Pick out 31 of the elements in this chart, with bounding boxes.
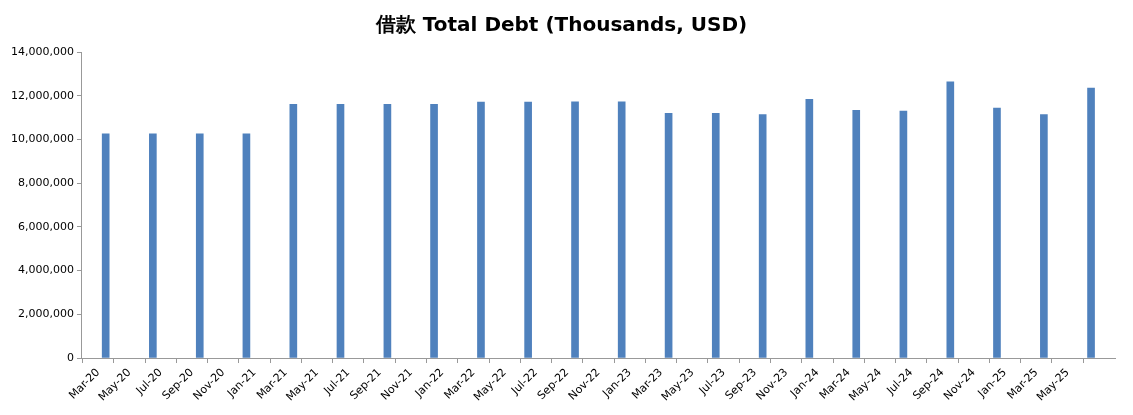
bar [336, 103, 345, 358]
bar [711, 113, 720, 358]
bar [946, 81, 955, 358]
y-tick-label: 8,000,000 [18, 176, 74, 190]
chart-title: 借款 Total Debt (Thousands, USD) [374, 12, 748, 37]
bar [1040, 114, 1048, 358]
bar [195, 133, 204, 358]
bar [477, 101, 485, 358]
y-tick-label: 6,000,000 [18, 219, 74, 233]
y-tick-label: 2,000,000 [18, 307, 74, 321]
bar [758, 114, 767, 358]
bar [289, 103, 298, 358]
bar [571, 101, 579, 358]
bar [242, 133, 251, 358]
y-tick-label: 14,000,000 [11, 44, 74, 58]
y-tick-label: 4,000,000 [18, 263, 74, 277]
bar [149, 133, 157, 358]
y-tick-label: 12,000,000 [11, 88, 74, 102]
bar [430, 103, 438, 358]
bar [664, 113, 673, 358]
bar [101, 133, 110, 358]
bar [852, 110, 861, 358]
bar [1087, 87, 1095, 358]
y-tick-label: 0 [66, 350, 74, 364]
bar [383, 103, 392, 358]
y-tick-label: 10,000,000 [11, 132, 74, 146]
bar [805, 99, 814, 358]
bar [617, 101, 626, 358]
bar [993, 107, 1001, 358]
bar [524, 101, 532, 358]
bar [899, 110, 908, 358]
